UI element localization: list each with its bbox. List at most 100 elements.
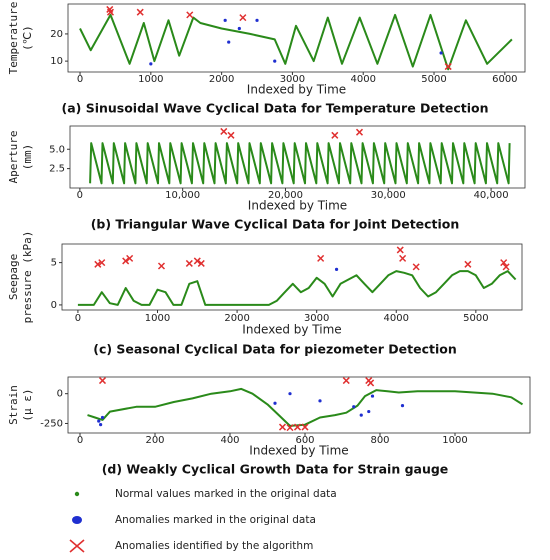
anomaly-algorithm	[412, 263, 420, 271]
x-marker	[197, 259, 205, 267]
anomaly-original	[288, 392, 292, 396]
x-marker	[193, 257, 201, 265]
anomaly-original	[273, 59, 277, 63]
caption: (c) Seasonal Cyclical Data for piezomete…	[93, 342, 457, 357]
x-marker	[126, 254, 134, 262]
x-marker	[399, 254, 407, 262]
anomaly-algorithm	[126, 254, 134, 262]
x-marker	[286, 424, 294, 432]
x-tick-label: 2000	[224, 313, 249, 324]
anomaly-algorithm	[227, 131, 235, 139]
x-axis-label: Indexed by Time	[248, 199, 347, 213]
legend-label: Normal values marked in the original dat…	[115, 488, 337, 500]
anomaly-algorithm	[342, 377, 350, 385]
anomaly-original	[352, 405, 356, 409]
anomaly-algorithm	[331, 131, 339, 139]
x-marker	[220, 127, 228, 135]
x-tick-label: 0	[77, 190, 83, 201]
x-tick-label: 1000	[138, 74, 163, 85]
anomaly-algorithm	[220, 127, 228, 135]
anomaly-algorithm	[396, 246, 404, 254]
x-marker	[239, 14, 247, 22]
x-marker	[396, 246, 404, 254]
x-tick-label: 400	[220, 435, 239, 446]
y-axis-label: Aperture	[7, 131, 20, 184]
x-marker	[98, 259, 106, 267]
x-marker	[136, 8, 144, 16]
anomaly-algorithm	[301, 423, 309, 431]
x-marker	[412, 263, 420, 271]
chart: 0 1000 2000 3000 4000 5000 0 5 Seepage pressure (…	[7, 231, 523, 357]
x-tick-label: 3000	[280, 74, 305, 85]
x-tick-label: 2000	[209, 74, 234, 85]
x-marker	[94, 260, 102, 268]
x-tick-label: 30,000	[371, 190, 406, 201]
anomaly-algorithm	[502, 263, 510, 271]
anomaly-original	[237, 26, 241, 31]
chart: 0 10,000 20,000 30,000 40,0002.55.0Aperture(…	[7, 125, 526, 232]
anomaly-algorithm	[239, 14, 247, 22]
anomaly-original	[100, 415, 105, 420]
x-tick-label: 0	[77, 74, 83, 85]
x-marker	[444, 63, 452, 71]
x-marker	[331, 131, 339, 139]
plot-frame	[67, 376, 531, 434]
anomaly-algorithm	[293, 423, 302, 431]
y-axis-label: Seepage	[7, 254, 20, 300]
anomaly-algorithm	[500, 259, 508, 267]
legend-entry: Normal values marked in the original dat…	[74, 488, 337, 500]
anomaly-algorithm	[122, 257, 130, 265]
anomaly-original	[439, 51, 443, 55]
legend-label: Anomalies marked in the original data	[115, 514, 316, 526]
y-tick-label: 20	[50, 29, 63, 40]
x-tick-label: 40,000	[474, 190, 509, 201]
y-tick-label: 10	[50, 56, 63, 67]
plot-frame	[67, 3, 526, 73]
anomaly-original	[367, 409, 371, 414]
x-marker	[227, 131, 235, 139]
legend-marker	[74, 491, 80, 497]
y-tick-label: 5.0	[49, 144, 65, 155]
y-tick-label: 0	[57, 389, 63, 400]
y-tick-label: -250	[40, 418, 63, 429]
x-tick-label: 10,000	[165, 190, 200, 201]
anomaly-original	[227, 40, 231, 44]
x-tick-label: 200	[145, 435, 164, 446]
x-marker	[122, 257, 130, 265]
anomaly-original	[149, 62, 153, 66]
anomaly-original	[400, 403, 405, 408]
x-marker	[293, 423, 302, 431]
x-tick-label: 3000	[304, 313, 329, 324]
chart: 0 1000 2000 3000 4000 5000 6000 10 20 Temperature…	[7, 2, 526, 116]
normal-values-line	[89, 142, 511, 185]
anomaly-algorithm	[157, 262, 166, 270]
x-marker	[98, 377, 107, 385]
x-tick-label: 4000	[351, 74, 376, 85]
plot-frame	[69, 125, 526, 189]
x-marker	[500, 259, 508, 267]
x-marker	[367, 379, 375, 387]
anomaly-algorithm	[286, 424, 294, 432]
anomaly-algorithm	[317, 254, 325, 262]
anomaly-original	[334, 267, 339, 271]
anomaly-algorithm	[355, 128, 364, 136]
x-tick-label: 800	[370, 435, 389, 446]
normal-values-line	[77, 270, 517, 306]
y-axis-label: Temperature	[7, 2, 20, 75]
x-marker	[157, 262, 166, 270]
anomaly-algorithm	[106, 8, 115, 16]
y-tick-label: 0	[51, 300, 57, 311]
anomaly-algorithm	[278, 423, 287, 431]
x-marker	[502, 263, 510, 271]
caption: (b) Triangular Wave Cyclical Data for Jo…	[91, 217, 460, 232]
x-tick-label: 5000	[421, 74, 446, 85]
anomaly-algorithm	[367, 379, 375, 387]
x-tick-label: 600	[295, 435, 314, 446]
x-marker	[355, 128, 364, 136]
x-tick-label: 1000	[145, 313, 170, 324]
anomaly-original	[359, 413, 363, 417]
normal-values-line	[79, 13, 513, 71]
anomaly-algorithm	[98, 259, 106, 267]
y-axis-label: (℃)	[21, 25, 34, 51]
